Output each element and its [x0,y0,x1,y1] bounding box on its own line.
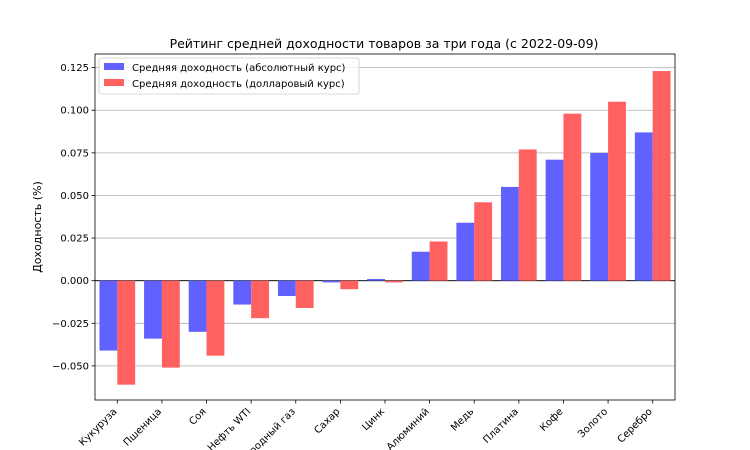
y-axis: −0.050 −0.025 0.000 0.025 0.050 0.075 0.100 0.1… [52,63,95,372]
x-tick-label: Кофе [538,406,566,434]
bar-dollar [251,280,269,319]
bar-absolute [545,159,564,281]
bar-dollar [518,149,537,281]
legend: Средняя доходность (абсолютный курс) Сре… [98,57,360,95]
bars [99,71,671,385]
y-tick-label: 0.050 [60,191,89,202]
gridlines [95,67,675,367]
bar-absolute [99,280,118,351]
x-tick-label: Соя [187,406,208,427]
bar-dollar [608,101,626,281]
x-tick-label: Цинк [360,406,387,433]
x-tick-label: Серебро [616,406,655,445]
x-tick-label: Кукуруза [77,406,119,448]
x-tick-label: Платина [481,406,521,446]
bar-dollar [429,241,448,281]
bar-dollar [206,280,225,356]
bar-absolute [456,222,475,281]
x-tick-label: Пшеница [122,406,164,448]
y-tick-label: 0.125 [60,63,89,74]
x-tick-label: Сахар [312,406,342,436]
legend-swatch-absolute [104,63,124,70]
y-axis-label: Доходность (%) [31,181,44,273]
bar-absolute [501,186,519,281]
bar-absolute [144,280,162,339]
chart-title: Рейтинг средней доходности товаров за тр… [170,36,599,51]
x-tick-label: Нефть WTI [206,406,253,450]
bar-absolute [322,280,341,283]
plot-frame [94,53,676,401]
x-tick-label: Алюминий [385,406,432,450]
bar-absolute [634,132,653,281]
x-tick-label: Золото [576,406,610,440]
bar-dollar [295,280,314,308]
legend-label-dollar: Средняя доходность (долларовый курс) [132,79,345,90]
legend-swatch-dollar [104,79,124,86]
x-tick-label: Медь [449,406,476,433]
legend-frame [98,57,360,95]
bar-dollar [340,280,359,290]
bar-absolute [367,278,385,281]
bar-absolute [277,280,296,297]
bar-absolute [233,280,252,305]
legend-label-absolute: Средняя доходность (абсолютный курс) [132,63,346,74]
bar-dollar [652,71,671,281]
y-tick-label: −0.025 [52,319,89,330]
bar-dollar [117,280,136,385]
bar-absolute [188,280,207,332]
bar-dollar [385,280,403,283]
bar-dollar [563,113,582,281]
y-tick-label: 0.025 [60,234,89,245]
bar-dollar [474,202,493,281]
y-tick-label: 0.075 [60,148,89,159]
y-tick-label: −0.050 [52,361,89,372]
y-tick-label: 0.000 [60,276,89,287]
bar-absolute [590,152,609,281]
y-tick-label: 0.100 [60,106,89,117]
bar-dollar [161,280,180,368]
bar-absolute [411,251,430,281]
